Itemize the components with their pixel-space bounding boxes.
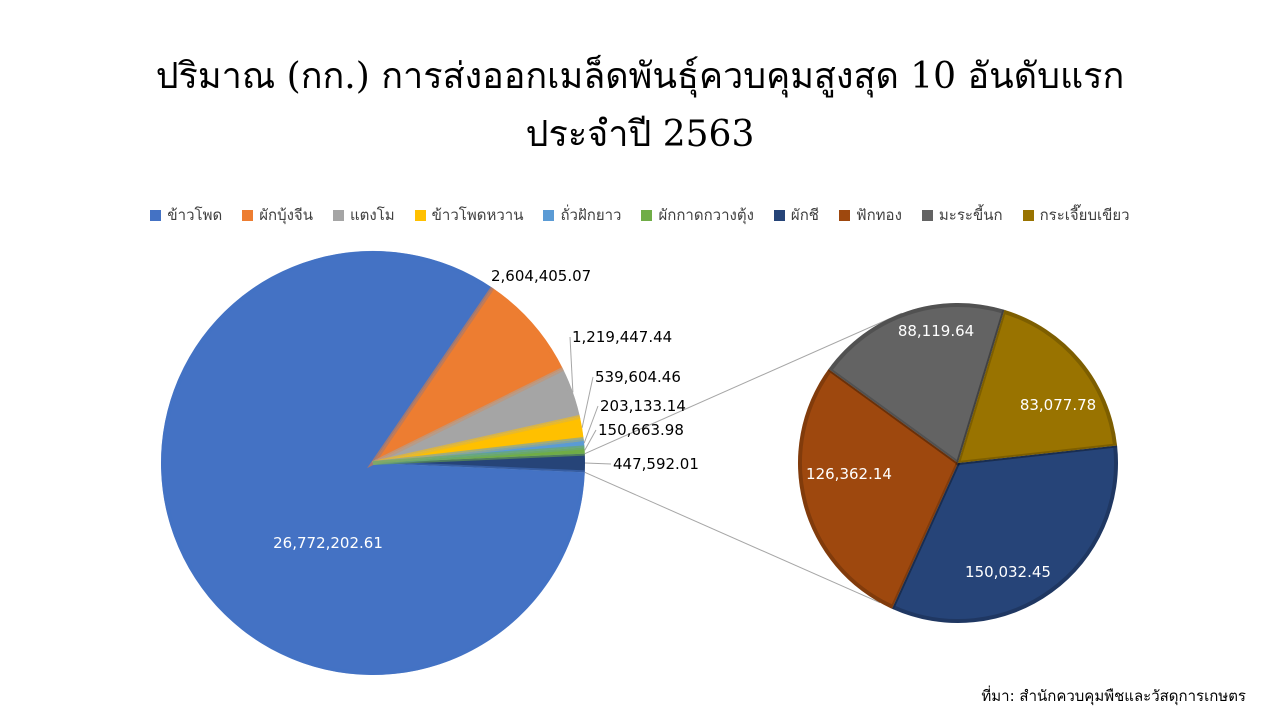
leader-line [584,429,597,451]
pie-slice-border [367,286,564,469]
leader-line [581,376,594,428]
legend-swatch [242,209,254,221]
legend-label: ผักชี [790,206,819,224]
pie-slice-border [827,303,1007,467]
legend-item: ผักชี [773,203,819,227]
data-label: 2,604,405.07 [491,267,591,285]
pie-slice [828,302,1005,463]
legend-label: ผักบุ้งจีน [259,206,313,224]
pie-slice-border [798,367,961,610]
data-label: 83,077.78 [1020,396,1096,414]
data-label: 447,592.01 [613,455,699,473]
data-label: 203,133.14 [600,397,686,415]
main-pie [160,250,585,675]
legend-label: ฟักทอง [855,206,902,224]
data-label: 126,362.14 [806,465,892,483]
legend-label: ข้าวโพดหวาน [431,206,524,224]
pie-slice-border [161,251,585,675]
legend-label: ผักกาดกวางตุ้ง [658,206,754,224]
pie-slice-other [373,453,585,473]
pie-slice [891,445,1118,623]
data-label: 539,604.46 [595,368,681,386]
data-label: 1,219,447.44 [572,328,672,346]
data-label: 88,119.64 [898,322,974,340]
legend-swatch [641,209,653,221]
legend-item: แตงโม [332,203,395,227]
legend-swatch [921,209,933,221]
legend-item: กระเจี๊ยบเขียว [1022,203,1130,227]
legend-swatch [773,209,785,221]
legend-swatch [838,209,850,221]
legend-item: ผักกาดกวางตุ้ง [641,203,754,227]
legend-item: ข้าวโพด [150,203,222,227]
chart-legend: ข้าวโพด ผักบุ้งจีน แตงโม ข้าวโพดหวาน ถั่วฝัก… [0,203,1280,227]
legend-item: ถั่วฝักยาว [543,203,621,227]
legend-swatch [414,209,426,221]
pie-slice [373,287,563,463]
legend-item: ผักบุ้งจีน [242,203,313,227]
data-label: 26,772,202.61 [273,534,383,552]
data-label: 150,663.98 [598,421,684,439]
source-note: ที่มา: สำนักควบคุมพืชและวัสดุการเกษตร [981,687,1246,705]
secondary-pie [798,302,1118,623]
legend-item: ฟักทอง [838,203,902,227]
legend-swatch [543,209,555,221]
leader-line [569,336,574,393]
connector-line-top [584,312,902,455]
legend-label: แตงโม [349,206,395,224]
pie-slice-border [955,309,1118,466]
pie-slice-border [372,445,585,465]
legend-swatch [150,209,162,221]
chart-title-line-2: ประจำปี 2563 [525,114,755,155]
legend-swatch [1022,209,1034,221]
leader-line [584,462,612,465]
pie-slice-border [890,443,1118,623]
chart-title: ปริมาณ (กก.) การส่งออกเมล็ดพันธุ์ควบคุมส… [0,48,1280,164]
legend-label: กระเจี๊ยบเขียว [1039,206,1130,224]
chart-title-line-1: ปริมาณ (กก.) การส่งออกเมล็ดพันธุ์ควบคุมส… [155,56,1125,97]
legend-item: ข้าวโพดหวาน [414,203,524,227]
legend-swatch [332,209,344,221]
data-label: 150,032.45 [965,563,1051,581]
legend-label: มะระขี้นก [938,206,1003,224]
legend-item: มะระขี้นก [921,203,1003,227]
legend-label: ข้าวโพด [167,206,223,224]
pie-slice [798,368,958,609]
pie-slice [958,309,1118,463]
leader-line [583,405,599,444]
connector-line-bottom [584,471,881,604]
legend-label: ถั่วฝักยาว [560,206,622,224]
